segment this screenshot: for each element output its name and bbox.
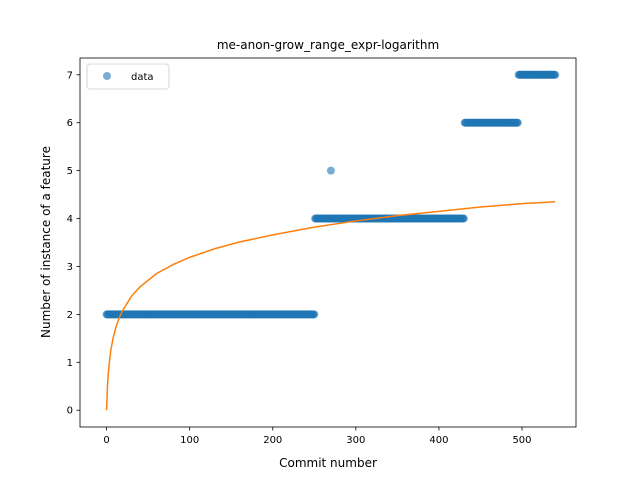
y-tick-label: 7 — [67, 70, 73, 81]
data-point — [551, 70, 560, 79]
y-tick-label: 3 — [67, 262, 73, 273]
y-tick-label: 2 — [67, 310, 73, 321]
scatter-series — [102, 70, 560, 319]
x-tick-label: 0 — [103, 435, 109, 446]
data-point — [326, 166, 335, 175]
y-tick-label: 5 — [67, 166, 73, 177]
y-tick-label: 4 — [67, 214, 73, 225]
y-axis-label: Number of instance of a feature — [39, 146, 53, 338]
legend-label: data — [131, 72, 154, 83]
x-tick-label: 300 — [346, 435, 365, 446]
y-tick-label: 6 — [67, 118, 73, 129]
data-point — [459, 214, 468, 223]
y-tick-label: 1 — [67, 358, 73, 369]
chart-title: me-anon-grow_range_expr-logarithm — [217, 38, 439, 52]
x-axis: 0 100 200 300 400 500 — [103, 427, 532, 446]
x-tick-label: 200 — [263, 435, 282, 446]
legend-box — [86, 63, 170, 90]
data-point — [513, 118, 522, 127]
x-tick-label: 500 — [512, 435, 531, 446]
legend: data — [86, 63, 170, 90]
plot-frame — [79, 57, 577, 428]
legend-marker — [103, 72, 111, 80]
fit-line — [105, 201, 556, 411]
data-point — [310, 310, 319, 319]
x-tick-label: 100 — [180, 435, 199, 446]
plot-content — [102, 70, 560, 411]
x-tick-label: 400 — [429, 435, 448, 446]
y-tick-label: 0 — [67, 406, 73, 417]
y-axis: 0 1 2 3 4 5 6 7 — [67, 70, 80, 417]
x-axis-label: Commit number — [279, 456, 377, 470]
